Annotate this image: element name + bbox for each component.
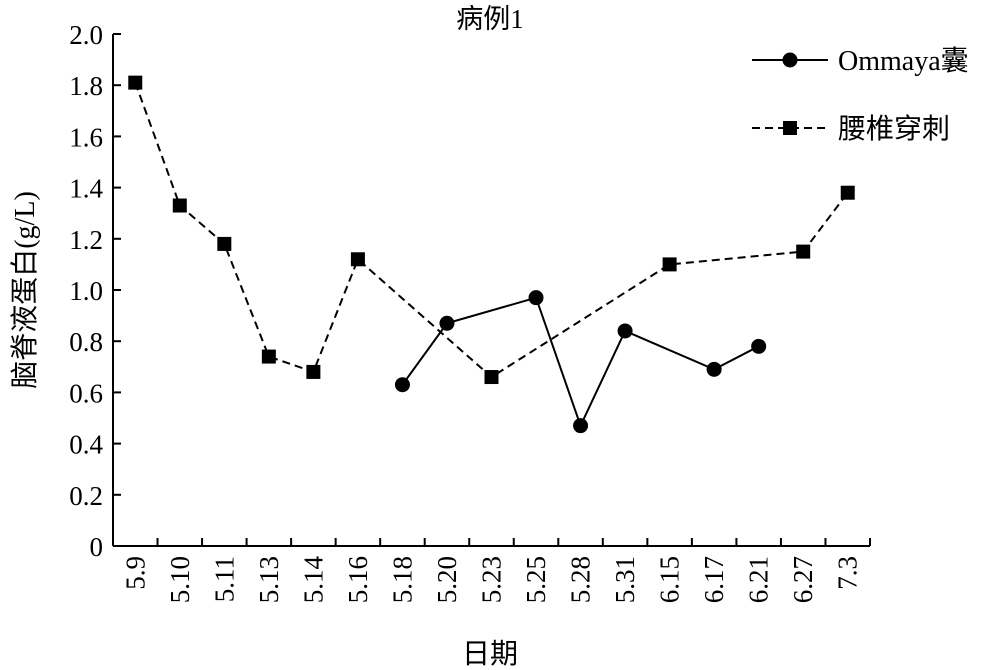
x-tick-label: 5.16 (343, 556, 373, 603)
x-tick-label: 6.21 (744, 556, 774, 603)
legend-marker-circle (782, 52, 798, 68)
x-tick-label: 5.9 (120, 556, 150, 590)
legend-marker-square (783, 121, 797, 135)
data-point-circle (751, 338, 767, 354)
data-point-circle (573, 418, 589, 434)
data-point-square (484, 370, 499, 385)
data-point-square (217, 236, 232, 251)
data-point-circle (528, 290, 544, 306)
y-tick-label: 1.4 (69, 174, 103, 204)
x-tick-label: 6.27 (788, 556, 818, 603)
series-1 (394, 290, 767, 434)
legend-label: Ommaya囊 (838, 45, 969, 77)
x-tick-label: 6.17 (699, 556, 729, 603)
x-axis-label: 日期 (462, 639, 518, 670)
legend-label: 腰椎穿刺 (838, 113, 950, 145)
x-tick-label: 5.18 (387, 556, 417, 603)
y-tick-label: 1.6 (69, 122, 103, 152)
y-tick-label: 1.2 (69, 225, 103, 255)
y-tick-label: 0.2 (69, 481, 103, 511)
x-tick-label: 6.15 (655, 556, 685, 603)
x-tick-label: 5.13 (254, 556, 284, 603)
data-point-circle (394, 377, 410, 393)
legend-item: Ommaya囊 (752, 45, 969, 77)
y-tick-label: 0.8 (69, 327, 103, 357)
series-2 (128, 75, 855, 385)
data-point-square (662, 257, 677, 272)
data-point-circle (439, 315, 455, 331)
y-tick-label: 0 (90, 532, 104, 562)
y-tick-label: 1.0 (69, 276, 103, 306)
series-line (401, 296, 760, 429)
x-tick-label: 5.14 (298, 556, 328, 604)
series-line (134, 82, 849, 379)
x-tick-label: 7.3 (833, 556, 863, 590)
y-tick-label: 1.8 (69, 71, 103, 101)
y-axis-ticks: 0 0.2 0.4 0.6 0.8 1.0 1.2 1.4 1.6 1.8 2.0 (69, 20, 121, 562)
x-tick-label: 5.20 (432, 556, 462, 603)
x-tick-label: 5.31 (610, 556, 640, 603)
x-axis-ticks: 5.9 5.10 5.11 5.13 5.14 5.16 5.18 5.20 5.23 5.25 5… (112, 538, 871, 604)
data-point-square (796, 244, 811, 259)
x-tick-label: 5.10 (165, 556, 195, 603)
x-tick-label: 5.23 (477, 556, 507, 603)
data-point-square (172, 198, 187, 213)
y-axis-label: 脑脊液蛋白(g/L) (9, 191, 41, 389)
data-point-square (128, 75, 143, 90)
data-point-circle (706, 361, 722, 377)
x-tick-label: 5.28 (566, 556, 596, 603)
y-tick-label: 2.0 (69, 20, 103, 50)
data-point-square (261, 349, 276, 364)
legend-item: 腰椎穿刺 (752, 113, 950, 145)
y-tick-label: 0.4 (69, 430, 103, 460)
data-point-circle (617, 323, 633, 339)
data-point-square (306, 364, 321, 379)
x-tick-label: 5.11 (209, 556, 239, 602)
data-point-square (840, 185, 855, 200)
y-tick-label: 0.6 (69, 378, 103, 408)
series-layer (128, 75, 855, 434)
chart-title: 病例1 (456, 4, 524, 34)
data-point-square (350, 252, 365, 267)
x-tick-label: 5.25 (521, 556, 551, 603)
